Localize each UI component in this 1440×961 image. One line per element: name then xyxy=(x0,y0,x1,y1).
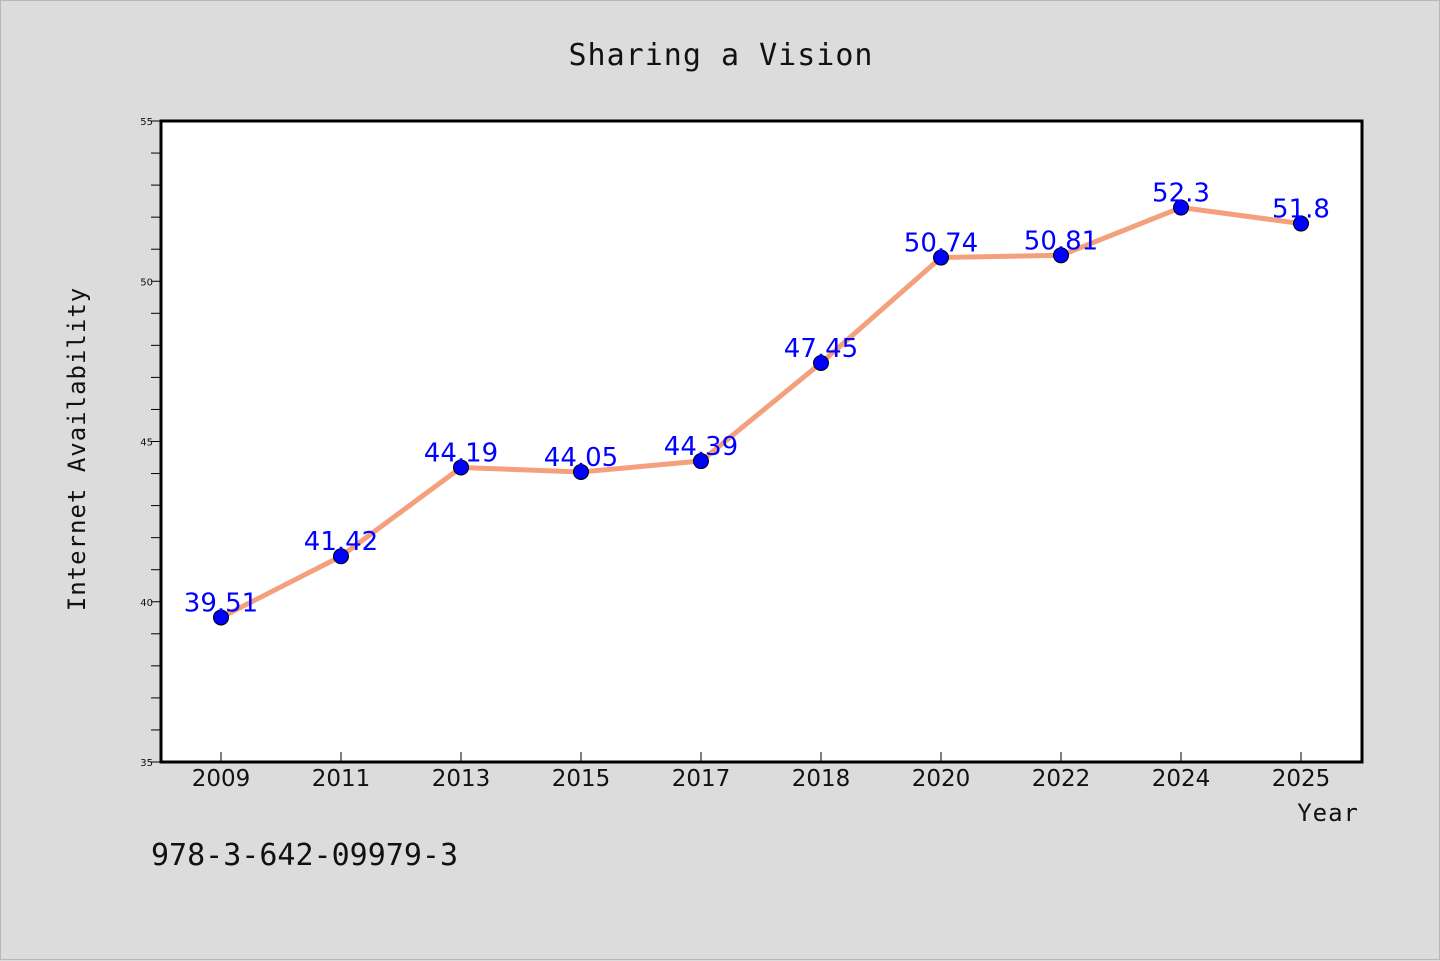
y-axis: 35 40 45 50 55 xyxy=(140,117,161,769)
plot-area xyxy=(159,119,1364,764)
data-label: 52.3 xyxy=(1152,179,1210,209)
x-tick-label: 2018 xyxy=(792,766,851,792)
y-axis-label: Internet Availability xyxy=(63,287,91,611)
x-tick-label: 2024 xyxy=(1152,766,1211,792)
y-tick-label: 55 xyxy=(140,117,153,128)
data-labels: 39.51 41.42 44.19 44.05 44.39 47.45 50.74 50.81… xyxy=(184,179,1330,619)
data-label: 50.81 xyxy=(1024,226,1098,256)
x-axis: 2009 2011 2013 2015 2017 2018 2020 2022 2024 2025 xyxy=(192,752,1331,792)
y-tick-label: 40 xyxy=(140,598,153,609)
data-label: 41.42 xyxy=(304,527,378,557)
data-label: 44.39 xyxy=(664,432,738,462)
x-tick-label: 2022 xyxy=(1032,766,1091,792)
x-axis-label: Year xyxy=(1297,799,1359,827)
data-point xyxy=(933,249,949,266)
x-tick-label: 2015 xyxy=(552,766,611,792)
y-tick-label: 35 xyxy=(140,758,153,769)
x-tick-label: 2011 xyxy=(312,766,371,792)
data-point xyxy=(813,354,829,371)
data-point xyxy=(333,548,349,565)
data-point xyxy=(1293,215,1309,232)
footer-isbn: 978-3-642-09979-3 xyxy=(151,838,458,873)
x-tick-label: 2025 xyxy=(1272,766,1331,792)
data-point xyxy=(1053,247,1069,264)
data-point xyxy=(693,453,709,470)
data-point xyxy=(453,459,469,476)
series-markers xyxy=(213,199,1309,626)
x-tick-label: 2017 xyxy=(672,766,731,792)
data-label: 39.51 xyxy=(184,588,258,618)
data-point xyxy=(573,463,589,480)
data-point xyxy=(1173,199,1189,216)
data-label: 51.8 xyxy=(1272,195,1330,225)
y-tick-label: 45 xyxy=(140,438,153,449)
data-point xyxy=(213,609,229,626)
data-label: 44.05 xyxy=(544,443,618,473)
series-line xyxy=(218,205,1304,620)
x-tick-label: 2009 xyxy=(192,766,251,792)
data-label: 50.74 xyxy=(904,229,978,259)
data-label: 47.45 xyxy=(784,334,858,364)
data-label: 44.19 xyxy=(424,438,498,468)
y-tick-label: 50 xyxy=(140,277,153,288)
x-tick-label: 2020 xyxy=(912,766,971,792)
x-tick-label: 2013 xyxy=(432,766,491,792)
chart-title: Sharing a Vision xyxy=(569,38,874,73)
